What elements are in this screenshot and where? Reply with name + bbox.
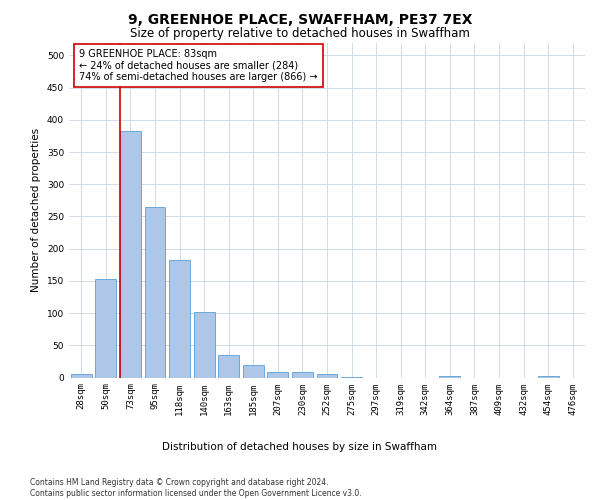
Bar: [71, 374, 92, 378]
Text: 9 GREENHOE PLACE: 83sqm
← 24% of detached houses are smaller (284)
74% of semi-d: 9 GREENHOE PLACE: 83sqm ← 24% of detache…: [79, 49, 318, 82]
Bar: [439, 376, 460, 378]
Y-axis label: Number of detached properties: Number of detached properties: [31, 128, 41, 292]
Bar: [243, 366, 264, 378]
Text: 9, GREENHOE PLACE, SWAFFHAM, PE37 7EX: 9, GREENHOE PLACE, SWAFFHAM, PE37 7EX: [128, 12, 472, 26]
Text: Distribution of detached houses by size in Swaffham: Distribution of detached houses by size …: [163, 442, 437, 452]
Bar: [120, 131, 141, 378]
Bar: [95, 279, 116, 378]
Bar: [317, 374, 337, 378]
Bar: [292, 372, 313, 378]
Bar: [194, 312, 215, 378]
Bar: [268, 372, 289, 378]
Bar: [341, 377, 362, 378]
Bar: [145, 207, 166, 378]
Bar: [169, 260, 190, 378]
Bar: [538, 376, 559, 378]
Text: Contains HM Land Registry data © Crown copyright and database right 2024.
Contai: Contains HM Land Registry data © Crown c…: [30, 478, 362, 498]
Bar: [218, 355, 239, 378]
Text: Size of property relative to detached houses in Swaffham: Size of property relative to detached ho…: [130, 28, 470, 40]
